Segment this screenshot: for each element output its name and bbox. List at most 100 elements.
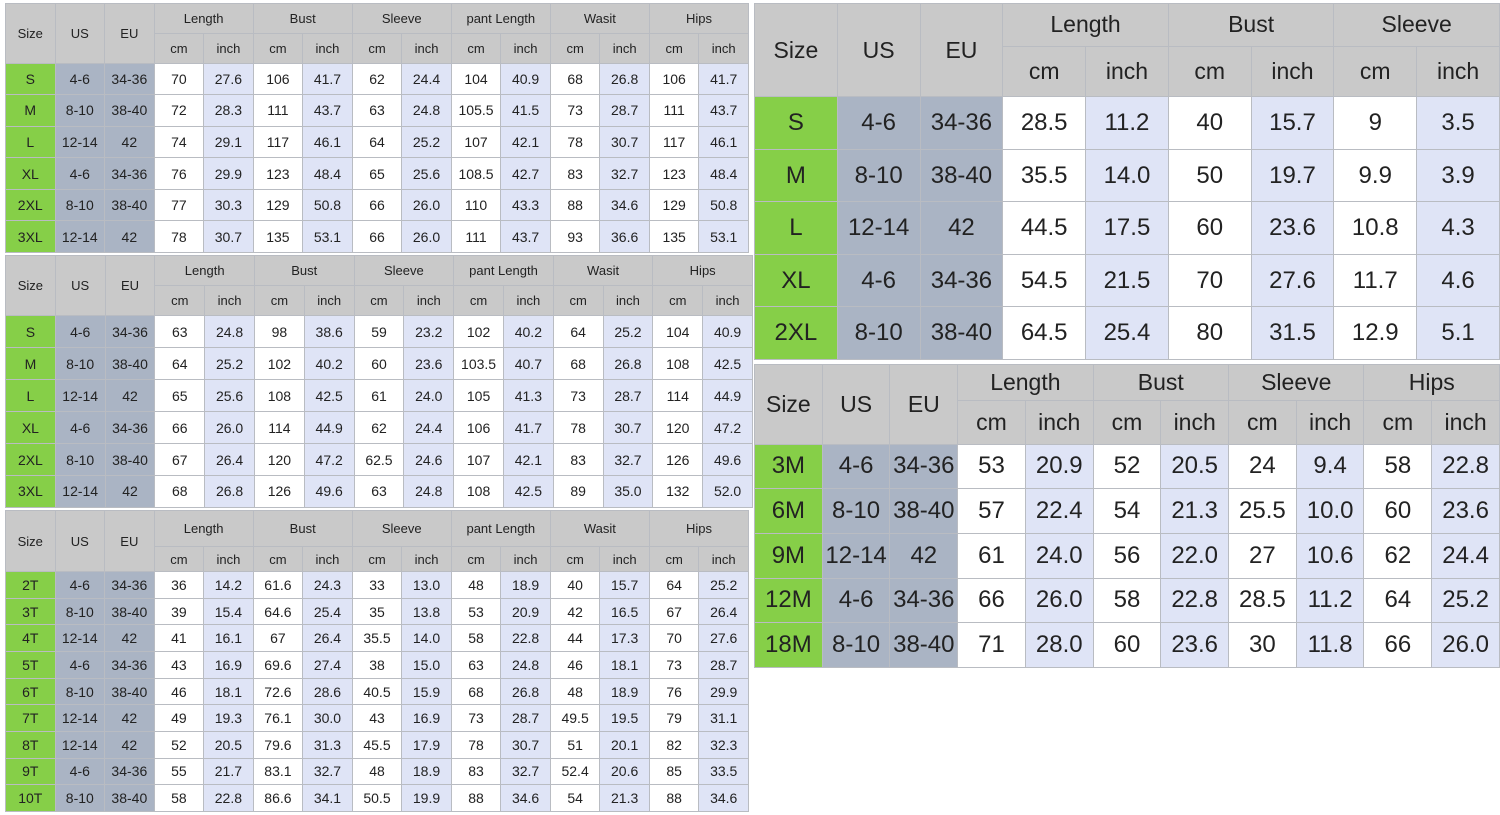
cell-inch: 43.7 [698, 94, 749, 127]
cell-cm: 55 [153, 757, 205, 786]
cell-cm: 120 [253, 443, 305, 476]
header-unit-cm: cm [552, 285, 604, 317]
cell-us: 12-14 [54, 704, 106, 733]
cell-cm: 44 [549, 624, 601, 653]
cell-cm: 43 [153, 651, 205, 679]
table-row: 2T 4-6 34-36 36 14.2 61.6 24.3 33 13.0 48 18.9 40 15… [5, 571, 749, 599]
cell-eu: 38-40 [919, 148, 1004, 203]
cell-eu: 34-36 [104, 411, 156, 445]
cell-inch: 28.7 [599, 94, 650, 127]
cell-us: 8-10 [821, 488, 891, 534]
header-us: US [836, 2, 921, 98]
cell-inch: 28.7 [698, 651, 749, 679]
cell-cm: 11.7 [1333, 253, 1418, 308]
header-group: Bust [1092, 363, 1230, 402]
cell-cm: 66 [351, 188, 403, 222]
cell-cm: 62 [1363, 532, 1433, 579]
cell-inch: 30.7 [500, 731, 551, 759]
cell-cm: 46 [549, 651, 601, 679]
cell-inch: 24.8 [500, 651, 551, 679]
cell-us: 12-14 [54, 624, 106, 653]
cell-inch: 48.4 [698, 157, 749, 190]
cell-eu: 34-36 [889, 443, 959, 490]
table-row: 10T 8-10 38-40 58 22.8 86.6 34.1 50.5 19.9 88 34.6… [5, 784, 749, 812]
cell-size: 3M [754, 443, 823, 490]
cell-inch: 30.0 [302, 704, 353, 733]
table-row: S 4-6 34-36 28.5 11.2 40 15.7 9 3.5 [754, 96, 1500, 150]
cell-inch: 24.0 [403, 379, 455, 413]
header-unit-cm: cm [153, 32, 205, 64]
header-unit-inch: inch [302, 546, 353, 573]
cell-eu: 42 [104, 624, 155, 653]
cell-cm: 73 [549, 94, 601, 127]
cell-inch: 32.3 [698, 731, 749, 759]
header-unit-cm: cm [1363, 400, 1433, 445]
header-row: Size US EU Length Bust Sleeve pant Length Wasit… [5, 509, 750, 573]
cell-inch: 25.2 [204, 347, 255, 381]
cell-inch: 31.3 [302, 731, 353, 759]
cell-us: 4-6 [54, 315, 106, 349]
header-unit-inch: inch [502, 285, 554, 317]
table-row: 3M 4-6 34-36 53 20.9 52 20.5 24 9.4 58 22.8 [754, 443, 1500, 490]
unit-header-row: cm inch cm inch cm inch [755, 45, 1500, 98]
cell-cm: 102 [253, 347, 305, 381]
cell-inch: 26.8 [602, 347, 654, 381]
cell-inch: 41.3 [502, 379, 554, 413]
cell-inch: 25.4 [1085, 306, 1169, 360]
cell-size: S [754, 96, 838, 150]
cell-us: 8-10 [821, 622, 891, 668]
header-row: Size US EU Length Bust Sleeve pant Length Wasit… [5, 3, 750, 64]
header-unit-inch: inch [698, 546, 749, 573]
cell-cm: 28.5 [1228, 577, 1297, 624]
header-unit-cm: cm [549, 32, 601, 64]
header-unit-cm: cm [351, 32, 403, 64]
cell-cm: 117 [648, 125, 700, 159]
cell-size: 3XL [5, 474, 56, 509]
cell-cm: 104 [450, 62, 502, 96]
size-chart-adult-1: Size US EU Length Bust Sleeve pant Length Wasit… [5, 3, 750, 253]
cell-size: 3T [5, 597, 56, 626]
cell-inch: 42.7 [500, 157, 551, 190]
cell-cm: 89 [552, 474, 604, 509]
cell-us: 8-10 [54, 597, 106, 626]
table-row: 6T 8-10 38-40 46 18.1 72.6 28.6 40.5 15.9 68 26.8 4… [5, 677, 749, 706]
cell-cm: 108.5 [450, 157, 502, 190]
cell-cm: 49 [153, 704, 205, 733]
cell-size: M [754, 148, 838, 203]
cell-cm: 108 [652, 347, 704, 381]
cell-cm: 35 [351, 597, 403, 626]
header-size: Size [754, 364, 823, 445]
cell-cm: 105.5 [450, 94, 502, 127]
header-group: Hips [648, 509, 750, 548]
cell-eu: 34-36 [919, 253, 1004, 308]
cell-size: M [5, 94, 56, 127]
cell-cm: 72.6 [252, 677, 304, 706]
cell-cm: 70 [1167, 253, 1252, 308]
header-group: pant Length [450, 509, 551, 548]
cell-inch: 41.7 [698, 62, 749, 96]
cell-inch: 42.5 [303, 379, 355, 413]
cell-cm: 58 [450, 624, 502, 653]
cell-inch: 20.9 [500, 597, 551, 626]
cell-cm: 60 [1092, 622, 1162, 668]
cell-cm: 76 [153, 157, 205, 190]
header-group: Hips [648, 3, 750, 34]
cell-cm: 63 [351, 94, 403, 127]
cell-cm: 38 [351, 651, 403, 679]
table-row: 12M 4-6 34-36 66 26.0 58 22.8 28.5 11.2 64 25.2 [754, 577, 1500, 624]
cell-inch: 42.1 [500, 125, 551, 159]
cell-inch: 40.2 [303, 347, 355, 381]
cell-eu: 34-36 [104, 62, 155, 96]
cell-size: 8T [5, 731, 56, 759]
cell-size: XL [5, 411, 56, 445]
cell-inch: 24.8 [401, 94, 452, 127]
cell-cm: 111 [648, 94, 700, 127]
cell-inch: 26.8 [599, 62, 650, 96]
cell-inch: 26.8 [204, 474, 255, 509]
cell-size: 2T [5, 571, 56, 599]
header-unit-inch: inch [602, 285, 654, 317]
cell-us: 4-6 [54, 62, 106, 96]
cell-inch: 24.0 [1024, 532, 1094, 579]
cell-inch: 16.9 [401, 704, 452, 733]
cell-inch: 3.5 [1416, 96, 1500, 150]
